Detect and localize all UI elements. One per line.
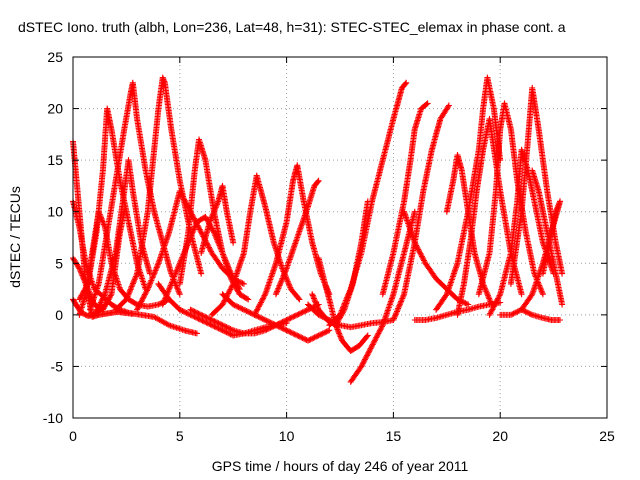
- y-tick-label: 15: [47, 152, 63, 168]
- data-point-markers: [539, 198, 563, 277]
- data-series-18: [272, 177, 322, 298]
- data-series-35: [518, 306, 563, 323]
- y-tick-label: 25: [47, 49, 63, 65]
- ticks: 0 5 10 15 20 25 -10 -5 0 5 10 15 20 25: [43, 49, 615, 444]
- data-series-37: [539, 198, 563, 277]
- data-series-12: [176, 136, 252, 303]
- y-tick-label: 0: [55, 307, 63, 323]
- plot-frame: [72, 56, 608, 419]
- x-tick-label: 5: [176, 428, 184, 444]
- y-tick-label: 10: [47, 204, 63, 220]
- data-series-22: [326, 79, 410, 329]
- data-series-29: [433, 74, 504, 313]
- data-series-17: [251, 162, 333, 318]
- x-tick-label: 25: [599, 428, 615, 444]
- data-series-32: [486, 146, 557, 318]
- data-point-markers: [251, 162, 333, 318]
- data-point-markers: [390, 102, 452, 323]
- data-point-markers: [486, 146, 557, 318]
- data-point-markers: [347, 208, 418, 385]
- x-tick-label: 10: [279, 428, 295, 444]
- x-tick-label: 15: [386, 428, 402, 444]
- data-point-markers: [219, 291, 333, 344]
- data-series-25: [390, 102, 452, 323]
- data-series: [70, 74, 566, 385]
- x-tick-label: 20: [492, 428, 508, 444]
- data-point-markers: [176, 136, 252, 303]
- data-point-markers: [272, 177, 322, 298]
- data-series-13: [187, 301, 322, 337]
- data-series-14: [198, 182, 237, 256]
- y-axis-label: dSTEC / TECUs: [7, 186, 23, 288]
- y-tick-label: 20: [47, 101, 63, 117]
- data-series-16: [219, 291, 333, 344]
- x-axis-label: GPS time / hours of day 246 of year 2011: [212, 458, 469, 474]
- data-series-24: [379, 100, 431, 298]
- data-point-markers: [379, 100, 431, 298]
- y-tick-label: -5: [51, 358, 64, 374]
- data-point-markers: [326, 79, 410, 329]
- y-tick-label: -10: [43, 410, 63, 426]
- y-tick-label: 5: [55, 255, 63, 271]
- data-point-markers: [187, 301, 322, 337]
- data-point-markers: [198, 182, 237, 256]
- data-point-markers: [518, 306, 563, 323]
- data-point-markers: [433, 74, 504, 313]
- chart-title: dSTEC Iono. truth (albh, Lon=236, Lat=48…: [18, 19, 566, 35]
- data-series-23: [347, 208, 418, 385]
- x-tick-label: 0: [69, 428, 77, 444]
